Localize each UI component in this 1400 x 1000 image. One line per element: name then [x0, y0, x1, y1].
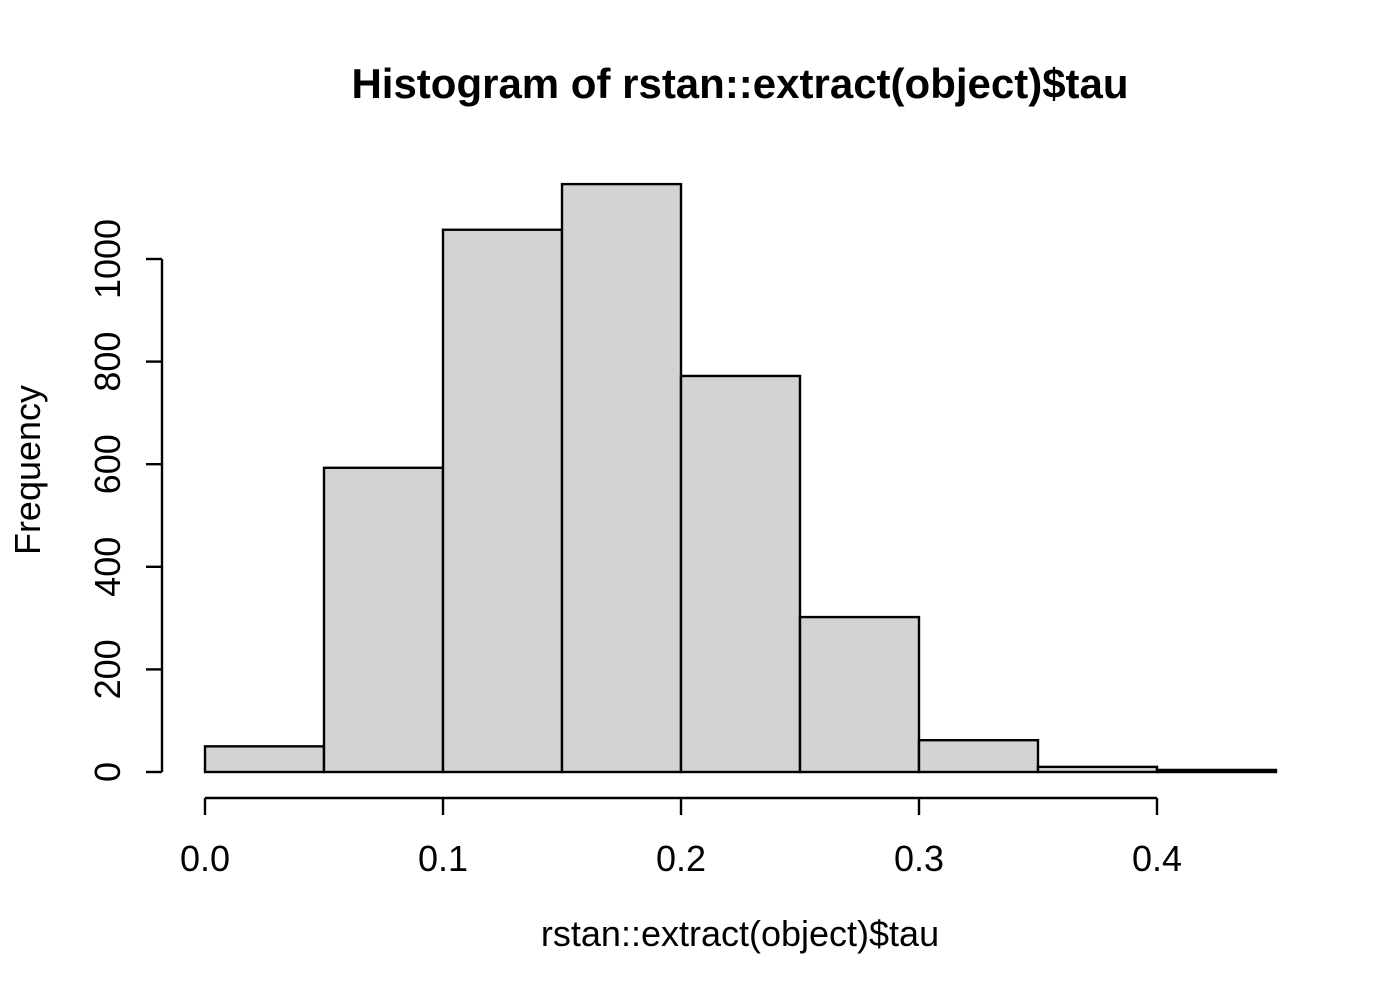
chart-title: Histogram of rstan::extract(object)$tau — [351, 60, 1128, 107]
y-tick-label: 600 — [87, 434, 128, 494]
x-tick-label: 0.0 — [180, 838, 230, 879]
y-tick-label: 200 — [87, 639, 128, 699]
y-axis-label: Frequency — [7, 385, 48, 555]
histogram-bar — [560, 182, 683, 774]
y-tick-label: 400 — [87, 537, 128, 597]
histogram-bars-group — [203, 182, 1278, 774]
histogram-bar — [322, 466, 445, 774]
histogram-bar — [798, 615, 921, 774]
x-axis-label: rstan::extract(object)$tau — [541, 913, 939, 954]
histogram-bar — [1155, 768, 1278, 774]
x-tick-label: 0.3 — [894, 838, 944, 879]
y-tick-label: 0 — [87, 762, 128, 782]
x-axis: 0.0 0.1 0.2 0.3 0.4 — [180, 796, 1182, 879]
histogram-bar — [917, 738, 1040, 774]
y-tick-label: 800 — [87, 332, 128, 392]
histogram-bar — [441, 228, 564, 774]
histogram-bar — [679, 374, 802, 774]
histogram-bar — [1036, 765, 1159, 774]
y-axis: 0 200 400 600 800 1000 — [87, 219, 164, 782]
histogram-bar — [203, 745, 326, 774]
x-tick-label: 0.2 — [656, 838, 706, 879]
y-tick-label: 1000 — [87, 219, 128, 299]
x-tick-label: 0.1 — [418, 838, 468, 879]
x-tick-label: 0.4 — [1132, 838, 1182, 879]
